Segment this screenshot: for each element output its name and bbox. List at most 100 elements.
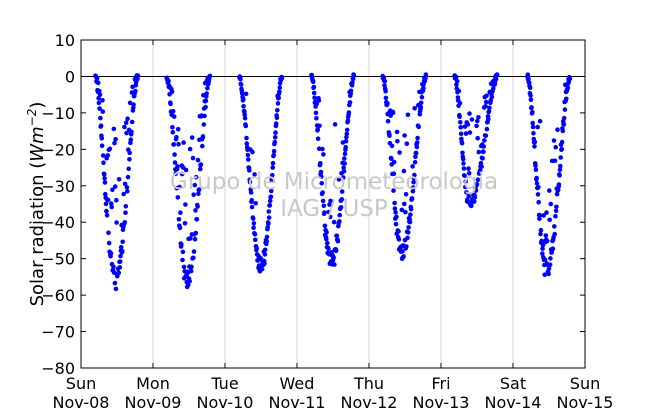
data-point [128, 137, 134, 142]
data-point [392, 200, 397, 206]
x-tick-day-label: Fri [431, 374, 450, 393]
data-point [331, 255, 337, 260]
data-point [322, 223, 328, 229]
data-point [181, 140, 186, 145]
data-point [530, 120, 535, 126]
y-tick-label: −10 [41, 104, 75, 123]
data-point [467, 130, 473, 135]
data-point [100, 98, 105, 103]
data-point [458, 125, 464, 130]
data-point [203, 98, 209, 104]
data-point [391, 188, 396, 193]
data-point [102, 172, 107, 177]
data-point [251, 225, 256, 231]
data-point [275, 101, 281, 106]
data-point [277, 85, 283, 90]
data-point [535, 192, 541, 197]
data-point [105, 197, 111, 203]
data-point [458, 131, 464, 137]
data-point [382, 78, 388, 84]
x-tick-date-label: Nov-13 [413, 393, 470, 409]
data-point [557, 173, 562, 178]
data-point [242, 112, 247, 118]
data-point [112, 280, 118, 286]
data-point [188, 236, 193, 241]
data-point [525, 72, 531, 77]
data-point [458, 120, 463, 125]
data-point [461, 166, 467, 171]
data-point [182, 221, 188, 226]
data-point [537, 213, 543, 218]
data-point [269, 177, 275, 182]
data-point [102, 180, 108, 185]
data-point [480, 156, 485, 161]
data-point [489, 94, 495, 100]
data-point [174, 134, 179, 140]
data-point [483, 99, 489, 105]
data-point [557, 167, 563, 172]
y-tick-label: −60 [41, 286, 75, 305]
data-point [462, 173, 467, 178]
data-point [204, 91, 209, 96]
y-tick-label: 0 [65, 67, 75, 86]
data-point [254, 246, 259, 251]
data-point [250, 149, 255, 155]
data-point [335, 238, 341, 244]
data-point [103, 201, 109, 207]
data-point [317, 123, 322, 129]
data-point [170, 130, 176, 135]
data-point [414, 140, 420, 145]
data-point [99, 136, 105, 141]
data-point [405, 230, 411, 235]
x-tick-day-label: Sun [570, 374, 600, 393]
data-point [112, 184, 118, 189]
data-point [121, 191, 126, 197]
data-point [536, 185, 541, 190]
data-point [175, 164, 180, 169]
data-point [122, 220, 128, 225]
data-point [98, 115, 103, 121]
data-point [556, 182, 562, 187]
x-axis: SunNov-08MonNov-09TueNov-10WedNov-11ThuN… [53, 40, 613, 409]
y-axis: −80 −70 −60 −50 −40 −30 −20 −10 0 10 [41, 31, 585, 378]
data-point [404, 141, 410, 146]
data-point [200, 143, 205, 149]
data-point [97, 92, 103, 97]
data-point [530, 124, 536, 130]
data-point [537, 118, 543, 124]
data-point [262, 252, 268, 257]
data-point [96, 100, 102, 106]
x-tick-day-label: Mon [136, 374, 170, 393]
data-point [96, 95, 101, 101]
data-point [268, 194, 274, 200]
data-point [403, 209, 408, 215]
data-point [337, 212, 343, 218]
x-tick-day-label: Sun [66, 374, 96, 393]
x-tick-day-label: Wed [280, 374, 315, 393]
y-tick-label: −70 [41, 323, 75, 342]
data-point [463, 131, 469, 136]
data-point [238, 76, 243, 82]
data-point [273, 121, 279, 126]
data-point [318, 169, 324, 175]
data-point [527, 85, 533, 90]
data-point [242, 115, 248, 121]
data-point [343, 144, 349, 150]
data-point [394, 129, 400, 135]
data-point [271, 153, 277, 158]
data-point [275, 108, 280, 113]
data-point [402, 201, 407, 207]
data-point [402, 133, 407, 138]
data-point [117, 265, 123, 270]
data-point [172, 160, 178, 165]
data-point [197, 166, 203, 172]
data-point [168, 101, 173, 107]
data-point [473, 188, 479, 193]
data-point [267, 203, 273, 208]
data-point [453, 74, 459, 80]
data-point [267, 198, 273, 204]
data-point [250, 216, 256, 221]
data-point [474, 181, 480, 187]
x-tick-day-label: Sat [500, 374, 526, 393]
data-point [401, 168, 407, 174]
